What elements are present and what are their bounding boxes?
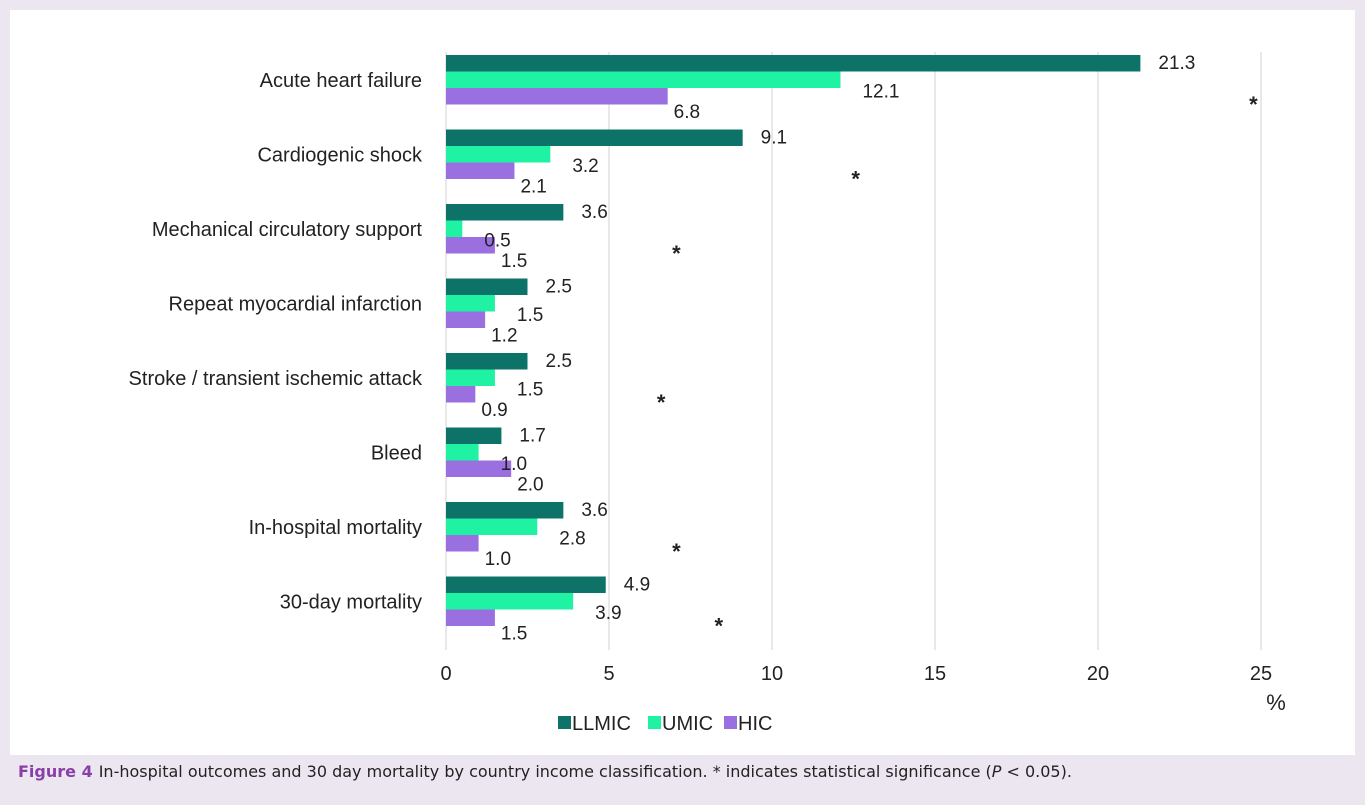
bar-hic [446,237,495,254]
category-label: Repeat myocardial infarction [169,293,422,315]
x-axis-unit-label: % [1266,690,1286,715]
x-tick-label: 5 [603,663,614,685]
data-label: 3.6 [581,202,607,223]
category-label: Stroke / transient ischemic attack [129,368,423,390]
bar-umic [446,369,495,386]
data-label: 2.0 [517,475,543,496]
chart: 21.312.16.8 *9.13.22.1 *3.60.51.5 *2.51.51.… [129,52,1286,735]
figure-panel: 21.3 12.1 6.8 * 9.1 3.2 2.1 * 3.6 0.5 1.5 * 2.5 1.5 1.… [10,10,1355,755]
bar-umic [446,220,463,237]
category-label: Cardiogenic shock [257,144,423,166]
legend-swatch-llmic [558,716,571,729]
x-tick-label: 25 [1250,663,1272,685]
figure-label: Figure 4 [18,762,93,781]
legend-label-hic: HIC [738,713,772,735]
bar-umic [446,444,479,461]
bar-hic [446,609,495,626]
data-label: 2.8 [559,529,585,550]
bar-llmic [446,353,528,370]
legend-label-umic: UMIC [662,713,713,735]
data-label: 1.5 [501,624,527,645]
x-tick-label: 10 [761,663,783,685]
bar-hic [446,386,476,403]
legend-swatch-hic [724,716,737,729]
data-label: 3.6 [581,500,607,521]
bar-llmic [446,55,1141,72]
bar-umic [446,593,574,610]
x-tick-label: 0 [440,663,451,685]
category-label: Bleed [371,442,422,464]
significance-marker: * [851,167,860,192]
data-label: 1.7 [519,426,545,447]
axis-layer: 0 5 10 15 20 25% Acute heart failure Cardiogeni… [129,70,1286,715]
x-tick-label: 20 [1087,663,1109,685]
category-label: 30-day mortality [280,591,422,613]
data-label: 0.5 [484,231,510,252]
data-label: 1.0 [485,549,511,570]
bar-hic [446,311,486,328]
category-label: Acute heart failure [260,70,422,92]
bar-hic [446,162,515,179]
bar-umic [446,71,841,88]
label-layer: 21.312.16.8 *9.13.22.1 *3.60.51.5 *2.51.51.… [481,53,1258,645]
data-label: 2.1 [520,177,546,198]
category-label: In-hospital mortality [249,517,422,539]
category-label: Mechanical circulatory support [152,219,423,241]
bar-layer [446,55,1141,626]
bar-llmic [446,576,606,593]
significance-marker: * [714,614,723,639]
data-label: 12.1 [862,82,899,103]
bar-hic [446,460,512,477]
bar-llmic [446,427,502,444]
significance-marker: * [672,539,681,564]
bar-umic [446,295,495,312]
caption-text: In-hospital outcomes and 30 day mortalit… [98,762,992,781]
data-label: 1.5 [501,251,527,272]
bar-hic [446,88,668,105]
data-label: 2.5 [546,351,572,372]
data-label: 2.5 [546,277,572,298]
significance-marker: * [657,390,666,415]
data-label: 1.2 [491,326,517,347]
x-tick-label: 15 [924,663,946,685]
bar-hic [446,535,479,552]
data-label: 1.0 [501,454,527,475]
data-label: 1.5 [517,380,543,401]
data-label: 1.5 [517,305,543,326]
figure-caption: Figure 4 In-hospital outcomes and 30 day … [18,761,1348,783]
bar-llmic [446,204,564,221]
legend-swatch-umic [648,716,661,729]
bar-umic [446,518,538,535]
data-label: 9.1 [761,128,787,149]
bar-umic [446,146,551,163]
bar-llmic [446,278,528,295]
caption-text-end: < 0.05). [1001,762,1072,781]
bar-llmic [446,502,564,519]
bar-llmic [446,129,743,146]
caption-p-symbol: P [991,762,1002,781]
data-label: 0.9 [481,400,507,421]
data-label: 3.9 [595,603,621,624]
legend: LLMIC UMIC HIC [558,713,772,735]
data-label: 6.8 [674,102,700,123]
significance-marker: * [1249,92,1258,117]
legend-label-llmic: LLMIC [572,713,631,735]
significance-marker: * [672,241,681,266]
data-label: 4.9 [624,575,650,596]
data-label: 21.3 [1158,53,1195,74]
data-label: 3.2 [572,156,598,177]
